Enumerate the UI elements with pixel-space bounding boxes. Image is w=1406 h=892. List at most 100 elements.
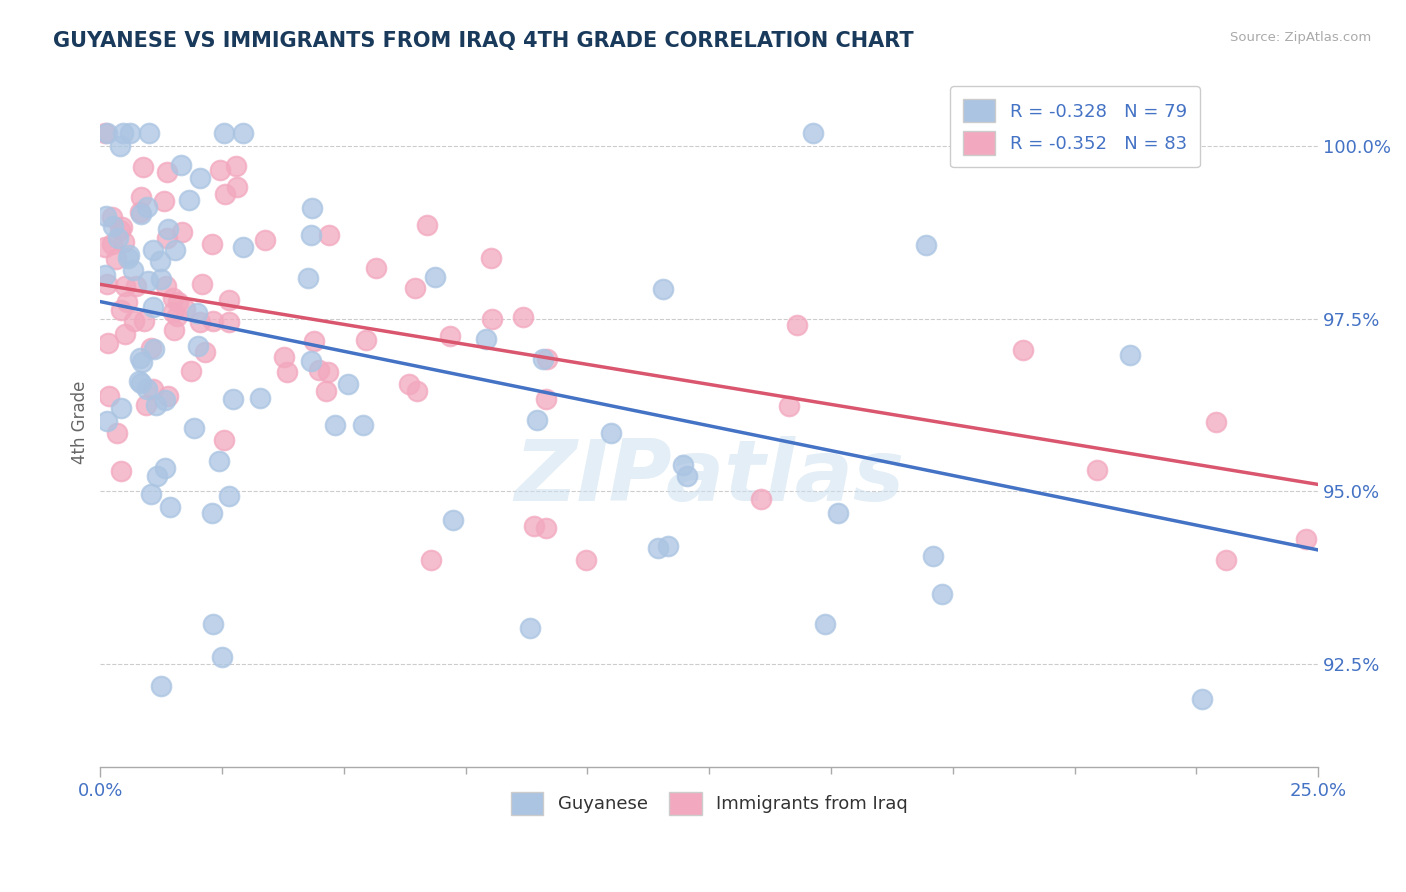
Point bbox=[145, 398, 167, 412]
Point bbox=[201, 506, 224, 520]
Point bbox=[96, 209, 118, 223]
Point bbox=[827, 506, 849, 520]
Point bbox=[97, 388, 120, 402]
Point bbox=[301, 201, 323, 215]
Point bbox=[110, 139, 132, 153]
Point bbox=[142, 301, 165, 315]
Point bbox=[141, 341, 163, 355]
Point bbox=[202, 616, 225, 631]
Point bbox=[657, 540, 679, 554]
Point bbox=[354, 333, 377, 347]
Point bbox=[117, 252, 139, 266]
Point bbox=[323, 418, 346, 433]
Point bbox=[142, 243, 165, 257]
Point bbox=[1012, 343, 1035, 358]
Point bbox=[352, 418, 374, 433]
Point bbox=[214, 187, 236, 202]
Point bbox=[921, 549, 943, 563]
Point bbox=[481, 311, 503, 326]
Point bbox=[276, 365, 298, 379]
Point bbox=[226, 179, 249, 194]
Point bbox=[208, 454, 231, 468]
Point bbox=[132, 160, 155, 174]
Point bbox=[162, 291, 184, 305]
Point bbox=[600, 426, 623, 441]
Point bbox=[139, 487, 162, 501]
Point bbox=[170, 225, 193, 239]
Point bbox=[308, 363, 330, 377]
Point bbox=[225, 159, 247, 173]
Point bbox=[114, 279, 136, 293]
Point bbox=[652, 282, 675, 296]
Point bbox=[299, 353, 322, 368]
Point bbox=[481, 251, 503, 265]
Point bbox=[786, 318, 808, 333]
Point bbox=[97, 335, 120, 350]
Point bbox=[214, 433, 236, 447]
Point bbox=[194, 345, 217, 359]
Point bbox=[801, 126, 824, 140]
Point bbox=[94, 126, 117, 140]
Point bbox=[1118, 348, 1140, 362]
Point bbox=[118, 248, 141, 262]
Point bbox=[135, 398, 157, 412]
Point bbox=[212, 126, 235, 140]
Point bbox=[142, 382, 165, 396]
Point bbox=[523, 519, 546, 533]
Point bbox=[419, 553, 441, 567]
Point bbox=[155, 392, 177, 407]
Point bbox=[218, 489, 240, 503]
Point bbox=[337, 377, 360, 392]
Point bbox=[177, 194, 200, 208]
Point bbox=[163, 244, 186, 258]
Point bbox=[1191, 692, 1213, 706]
Point bbox=[143, 342, 166, 356]
Point bbox=[1205, 415, 1227, 429]
Point bbox=[128, 374, 150, 388]
Point bbox=[813, 616, 835, 631]
Point bbox=[211, 649, 233, 664]
Point bbox=[218, 293, 240, 307]
Point bbox=[201, 314, 224, 328]
Point bbox=[96, 126, 118, 140]
Point bbox=[186, 306, 208, 320]
Point bbox=[159, 500, 181, 515]
Point bbox=[114, 326, 136, 341]
Point bbox=[129, 376, 152, 391]
Point bbox=[232, 126, 254, 140]
Point bbox=[273, 351, 295, 365]
Point bbox=[129, 207, 152, 221]
Point bbox=[173, 301, 195, 316]
Point bbox=[124, 279, 146, 293]
Point bbox=[299, 227, 322, 242]
Point bbox=[931, 587, 953, 601]
Text: Source: ZipAtlas.com: Source: ZipAtlas.com bbox=[1230, 31, 1371, 45]
Point bbox=[188, 315, 211, 329]
Point bbox=[110, 464, 132, 478]
Point bbox=[122, 313, 145, 327]
Point bbox=[183, 421, 205, 435]
Point bbox=[209, 162, 232, 177]
Point bbox=[138, 274, 160, 288]
Point bbox=[218, 315, 240, 329]
Point bbox=[96, 277, 118, 291]
Point bbox=[778, 399, 800, 413]
Point bbox=[475, 332, 498, 346]
Point bbox=[112, 235, 135, 250]
Point bbox=[96, 414, 118, 428]
Point bbox=[108, 223, 131, 237]
Point bbox=[163, 323, 186, 337]
Point bbox=[112, 126, 135, 140]
Point bbox=[526, 413, 548, 427]
Point bbox=[122, 263, 145, 277]
Point bbox=[441, 513, 464, 527]
Point bbox=[676, 469, 699, 483]
Point bbox=[423, 269, 446, 284]
Point bbox=[131, 355, 153, 369]
Point bbox=[416, 218, 439, 232]
Point bbox=[150, 679, 173, 693]
Point bbox=[155, 231, 177, 245]
Point bbox=[153, 194, 176, 208]
Point bbox=[914, 238, 936, 252]
Point bbox=[318, 227, 340, 242]
